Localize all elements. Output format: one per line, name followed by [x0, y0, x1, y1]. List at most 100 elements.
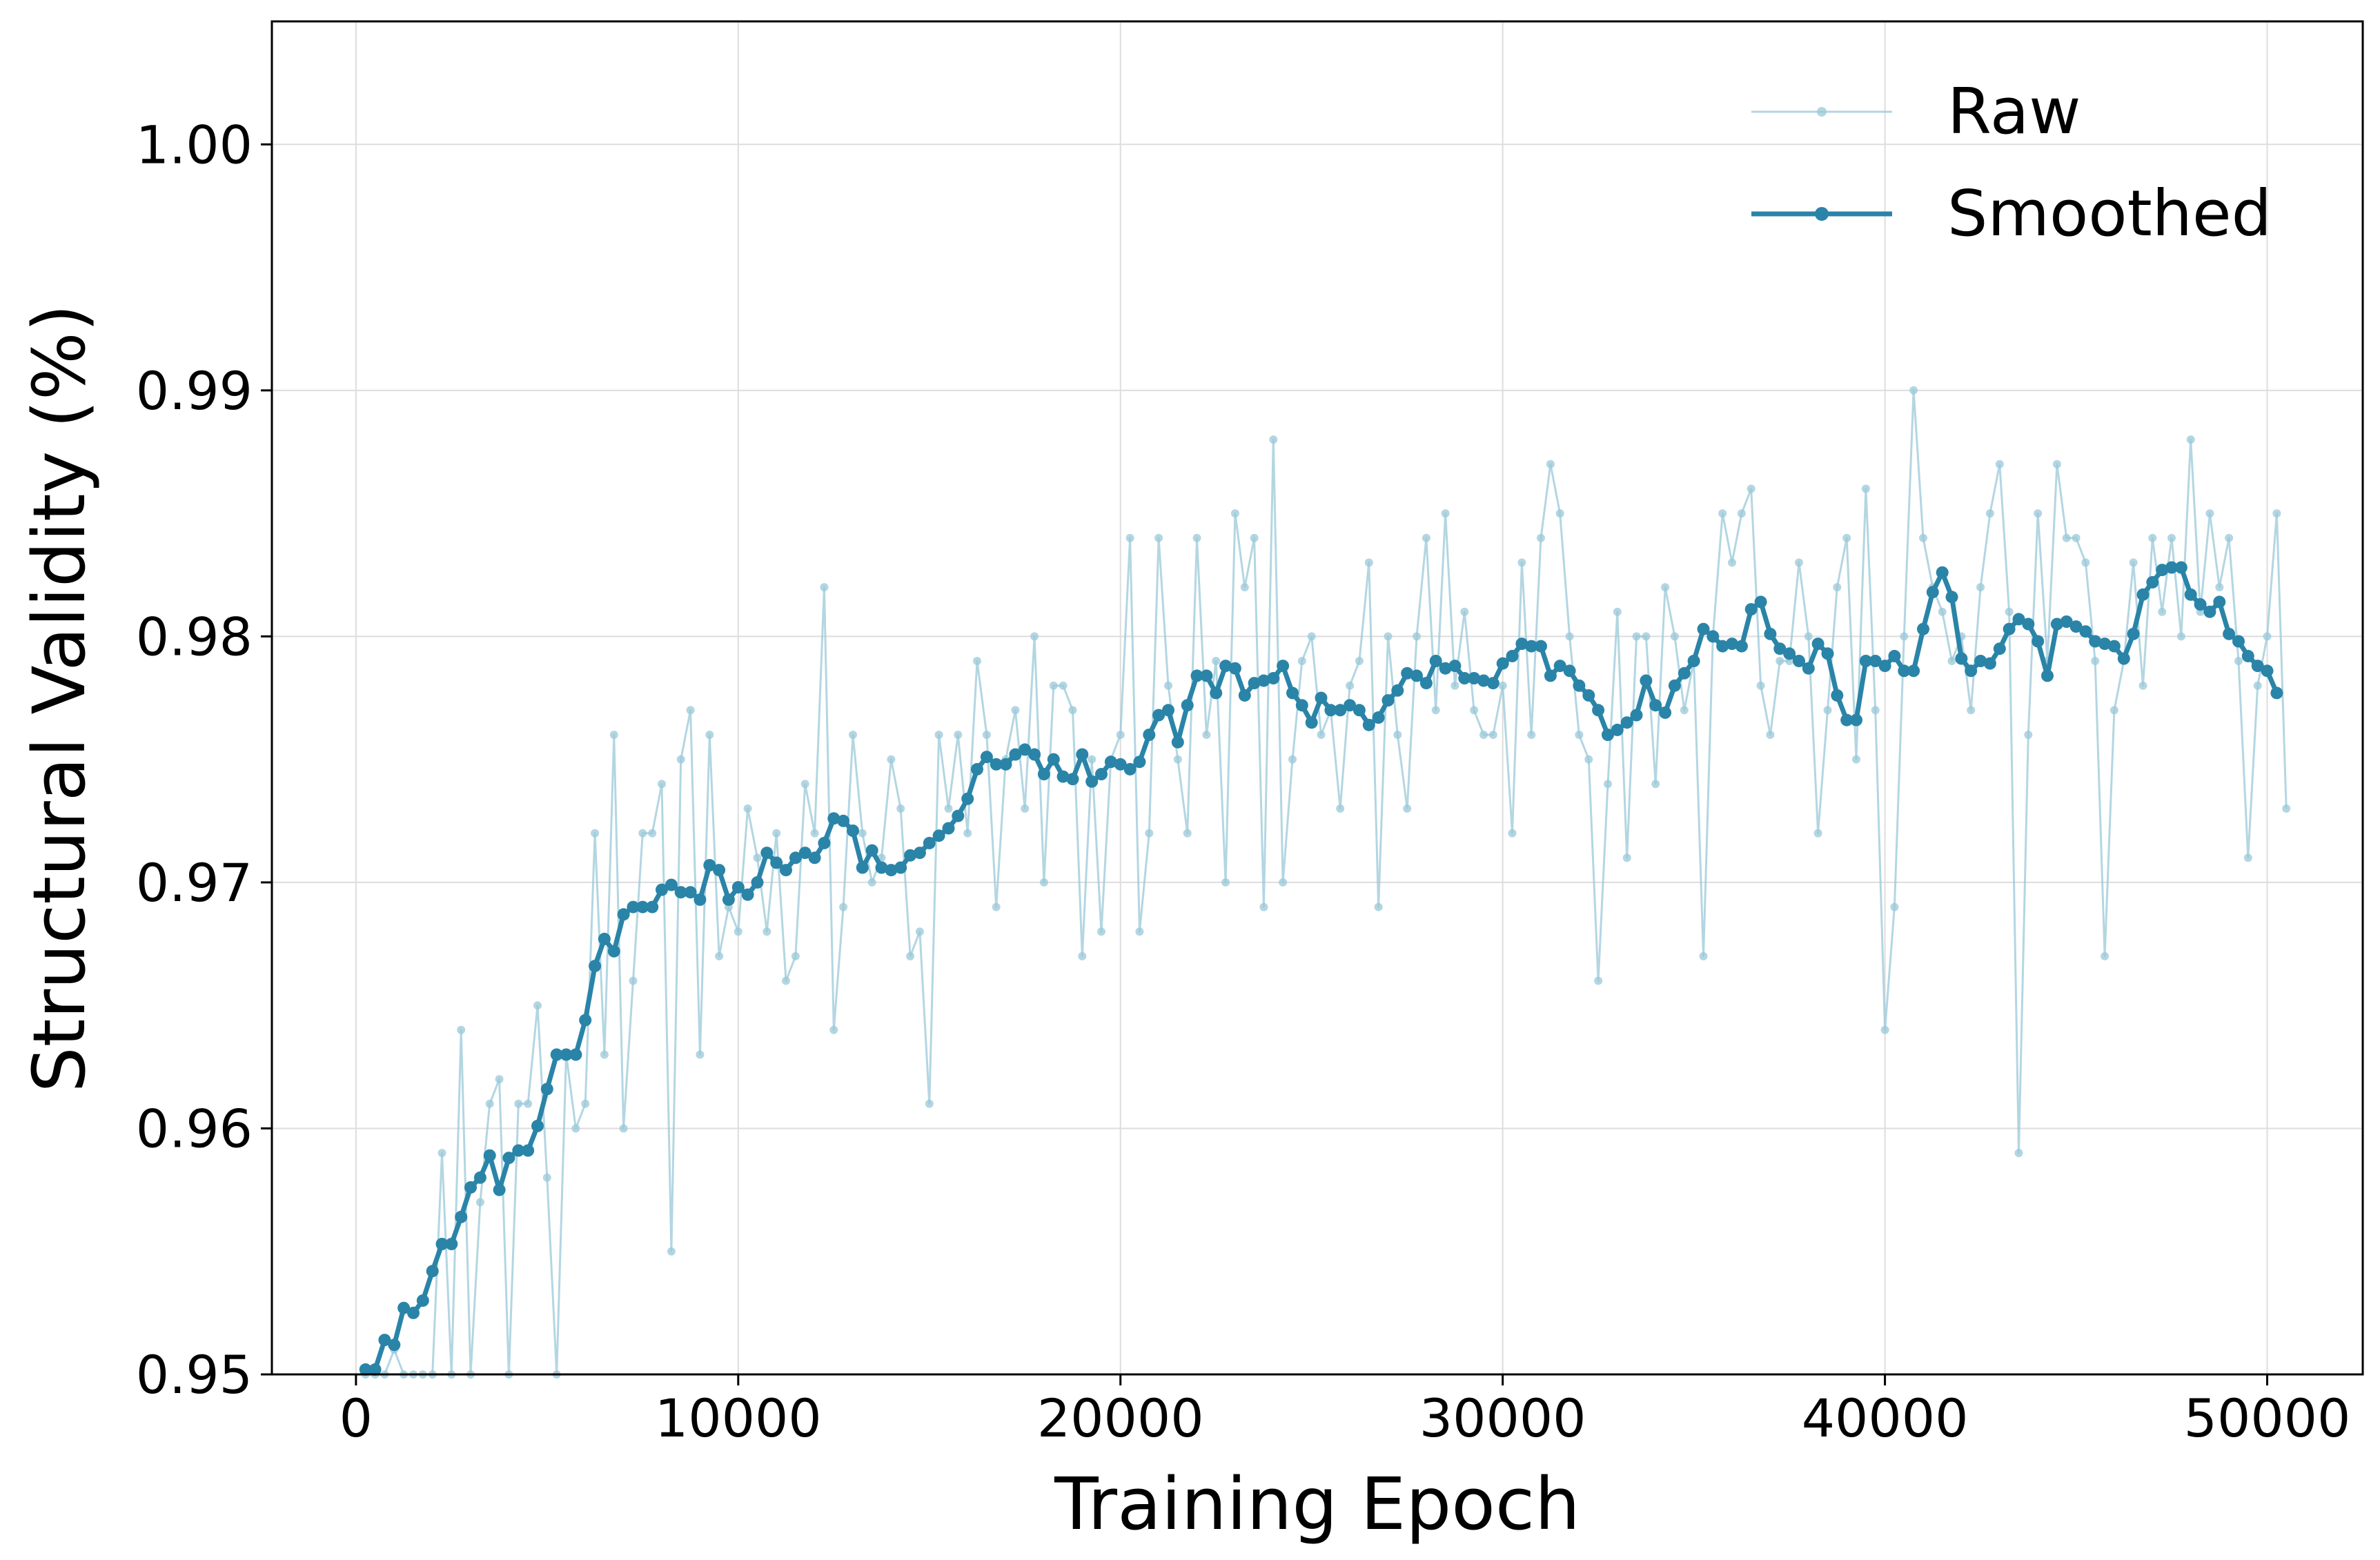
raw-point	[2225, 533, 2234, 542]
smoothed-point	[1983, 657, 1996, 670]
y-axis-title: Structural Validity (%)	[17, 304, 101, 1093]
smoothed-point	[2079, 625, 2092, 638]
smoothed-point	[2223, 627, 2236, 640]
smoothed-point	[2261, 664, 2274, 678]
smoothed-point	[483, 1149, 496, 1162]
raw-point	[2024, 731, 2033, 739]
raw-point	[1307, 632, 1316, 641]
smoothed-point	[2022, 618, 2035, 631]
smoothed-point	[731, 881, 745, 893]
smoothed-point	[2203, 605, 2216, 618]
smoothed-point	[656, 883, 668, 896]
smoothed-point	[808, 851, 821, 865]
smoothed-point	[827, 812, 840, 825]
raw-point	[1135, 927, 1144, 936]
smoothed-point	[875, 861, 888, 874]
raw-point	[2205, 509, 2214, 518]
smoothed-point	[713, 864, 726, 877]
smoothed-point	[1009, 748, 1022, 761]
raw-point	[1555, 509, 1564, 518]
smoothed-point	[703, 859, 716, 871]
raw-point	[1346, 681, 1355, 690]
smoothed-point	[1477, 674, 1490, 687]
raw-point	[849, 731, 857, 739]
raw-point	[1164, 681, 1172, 690]
smoothed-point	[2012, 613, 2025, 626]
raw-point	[2272, 509, 2281, 518]
smoothed-point	[1219, 660, 1232, 673]
smoothed-point	[1028, 748, 1041, 761]
raw-point	[2215, 583, 2224, 592]
raw-point	[629, 976, 638, 985]
smoothed-point	[1917, 622, 1929, 635]
smoothed-point	[1668, 679, 1681, 692]
raw-point	[2158, 607, 2167, 616]
smoothed-point	[980, 751, 993, 764]
raw-point	[715, 951, 724, 960]
raw-point	[1116, 731, 1125, 739]
raw-point	[1097, 927, 1105, 936]
raw-point	[2253, 681, 2262, 690]
smoothed-point	[1277, 660, 1290, 673]
smoothed-point	[2107, 640, 2121, 653]
smoothed-point	[1687, 655, 1700, 667]
smoothed-point	[1238, 689, 1251, 702]
smoothed-point	[2213, 595, 2226, 609]
raw-point	[1078, 951, 1087, 960]
smoothed-point	[1716, 640, 1729, 653]
raw-point	[1269, 435, 1278, 444]
smoothed-point	[1362, 718, 1375, 731]
smoothed-point	[1372, 711, 1385, 724]
smoothed-point	[1735, 640, 1748, 653]
raw-point	[1756, 681, 1765, 690]
smoothed-point	[1764, 627, 1777, 640]
smoothed-point	[636, 900, 649, 914]
smoothed-point	[1869, 655, 1882, 667]
smoothed-point	[1286, 687, 1299, 700]
smoothed-point	[1353, 704, 1366, 717]
raw-point	[1431, 706, 1440, 715]
raw-point	[1088, 755, 1096, 764]
smoothed-point	[1993, 642, 2006, 655]
smoothed-point	[1630, 709, 1643, 722]
raw-point	[734, 927, 742, 936]
raw-point	[1890, 902, 1899, 911]
smoothed-point	[1907, 664, 1920, 678]
y-axis: 0.95 0.96 0.97 0.98 0.99 1.00	[136, 114, 272, 1405]
smoothed-point	[818, 836, 831, 849]
raw-point	[1680, 706, 1689, 715]
raw-point	[772, 829, 781, 838]
smoothed-point	[1506, 649, 1519, 662]
smoothed-point	[923, 836, 936, 849]
smoothed-point	[1295, 699, 1308, 712]
raw-point	[858, 829, 867, 838]
smoothed-point	[856, 861, 869, 874]
raw-point	[2062, 533, 2071, 542]
smoothed-point	[1344, 699, 1357, 712]
smoothed-point	[1410, 669, 1423, 682]
smoothed-point	[617, 908, 630, 921]
raw-point	[648, 829, 657, 838]
raw-point	[1909, 386, 1918, 395]
x-tick-label: 0	[340, 1388, 373, 1449]
smoothed-point	[1486, 677, 1499, 690]
raw-point	[1460, 607, 1469, 616]
raw-point	[1833, 583, 1842, 592]
raw-point	[1537, 533, 1545, 542]
smoothed-point	[445, 1238, 458, 1250]
smoothed-point	[837, 814, 850, 827]
smoothed-point	[1228, 662, 1241, 675]
raw-point	[1250, 533, 1259, 542]
raw-point	[2109, 706, 2118, 715]
smoothed-point	[1926, 586, 1939, 599]
smoothed-point	[1773, 642, 1787, 655]
raw-point	[533, 1001, 542, 1010]
raw-point	[1450, 681, 1459, 690]
raw-point	[696, 1050, 705, 1059]
smoothed-point	[1898, 664, 1911, 678]
smoothed-point	[1888, 649, 1901, 662]
raw-point	[1985, 509, 1994, 518]
smoothed-point	[455, 1210, 468, 1223]
x-tick-label: 30000	[1419, 1388, 1586, 1449]
smoothed-point	[1744, 603, 1758, 616]
